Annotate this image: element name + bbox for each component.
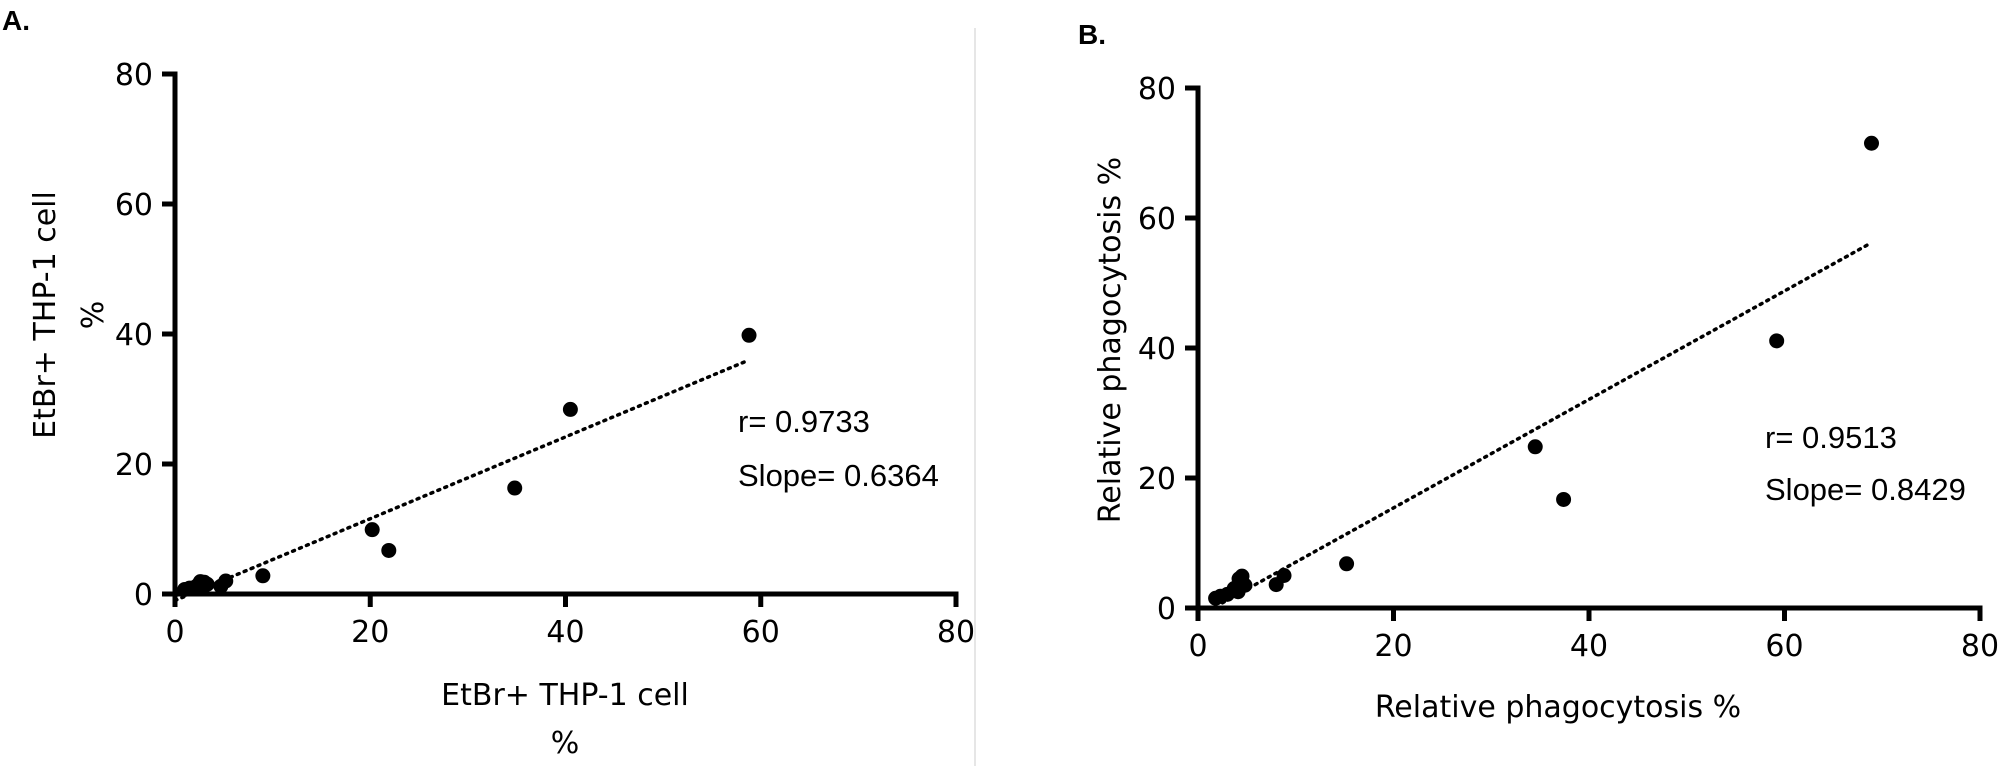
- panel-b-data-point: [1276, 568, 1292, 583]
- panel-a-label: A.: [2, 5, 30, 36]
- panel-a-y-tick-label: 0: [134, 578, 153, 613]
- panel-a-regression-line: [173, 358, 751, 603]
- panel-b-label: B.: [1078, 19, 1106, 50]
- panel-b-y-tick-label: 80: [1138, 72, 1176, 107]
- panel-a-data-point: [255, 568, 271, 584]
- panel-b-r-label: r= 0.9513: [1765, 420, 1897, 455]
- panel-a-y-tick-label: 80: [115, 58, 153, 93]
- panel-b-data-point: [1769, 333, 1785, 349]
- panel-a-data-point: [741, 327, 757, 343]
- panel-a-x-tick-label: 0: [165, 615, 184, 650]
- panel-b-data-point: [1527, 439, 1543, 455]
- panel-a-y-axis-unit: %: [76, 301, 111, 330]
- panel-a-r-label: r= 0.9733: [738, 404, 870, 439]
- panel-a-data-point: [364, 522, 380, 538]
- panel-a-y-axis-title: EtBr+ THP-1 cell: [28, 191, 63, 439]
- panel-b-data-point: [1863, 135, 1879, 151]
- panel-a-y-tick-label: 40: [115, 318, 153, 353]
- panel-a-x-axis-title: EtBr+ THP-1 cell: [441, 678, 689, 713]
- panel-b-y-tick-label: 60: [1138, 202, 1176, 237]
- panel-b-slope-label: Slope= 0.8429: [1765, 472, 1966, 507]
- panel-a-data-point: [381, 542, 397, 558]
- panel-a-data-point: [507, 480, 523, 496]
- panel-b-data-point: [1231, 571, 1247, 587]
- panel-b-regression-line: [1220, 240, 1874, 605]
- panel-a-x-tick-label: 80: [937, 615, 975, 650]
- panel-b-y-tick-label: 40: [1138, 332, 1176, 367]
- panel-b-x-tick-label: 60: [1765, 629, 1803, 664]
- panel-a-y-tick-label: 20: [115, 448, 153, 483]
- panel-a-y-tick-label: 60: [115, 188, 153, 223]
- panel-a-slope-label: Slope= 0.6364: [738, 458, 939, 493]
- panel-b-data-point: [1556, 491, 1572, 507]
- panel-b-x-tick-label: 40: [1570, 629, 1608, 664]
- panel-b-y-tick-label: 0: [1157, 592, 1176, 627]
- panel-a-x-tick-label: 40: [546, 615, 584, 650]
- panel-a-data-point: [199, 576, 215, 592]
- panel-a-x-tick-label: 20: [351, 615, 389, 650]
- panel-a: A. 0 20 40 60 80 0 20 40 60 80 EtBr+ THP-1 cell %…: [2, 5, 975, 761]
- panel-a-x-tick-label: 60: [742, 615, 780, 650]
- panel-a-plot: 0 20 40 60 80 0 20 40 60 80: [115, 58, 975, 650]
- panel-b-y-axis-title: Relative phagocytosis %: [1093, 157, 1128, 523]
- panel-b-data-point: [1339, 556, 1355, 572]
- panel-a-data-point: [562, 401, 578, 417]
- panel-b-plot: 0 20 40 60 80 0 20 40 60 80: [1138, 72, 1999, 664]
- panel-a-x-axis-unit: %: [551, 726, 580, 761]
- panel-b-x-tick-label: 20: [1374, 629, 1412, 664]
- panel-b-x-axis-title: Relative phagocytosis %: [1375, 690, 1741, 725]
- panel-b: B. 0 20 40 60 80 0 20 40 60 80 Relative phagocyto…: [1078, 19, 1999, 725]
- panel-b-y-tick-label: 20: [1138, 462, 1176, 497]
- panel-b-x-tick-label: 80: [1961, 629, 1999, 664]
- panel-a-data-point: [218, 573, 234, 589]
- panel-b-x-tick-label: 0: [1188, 629, 1207, 664]
